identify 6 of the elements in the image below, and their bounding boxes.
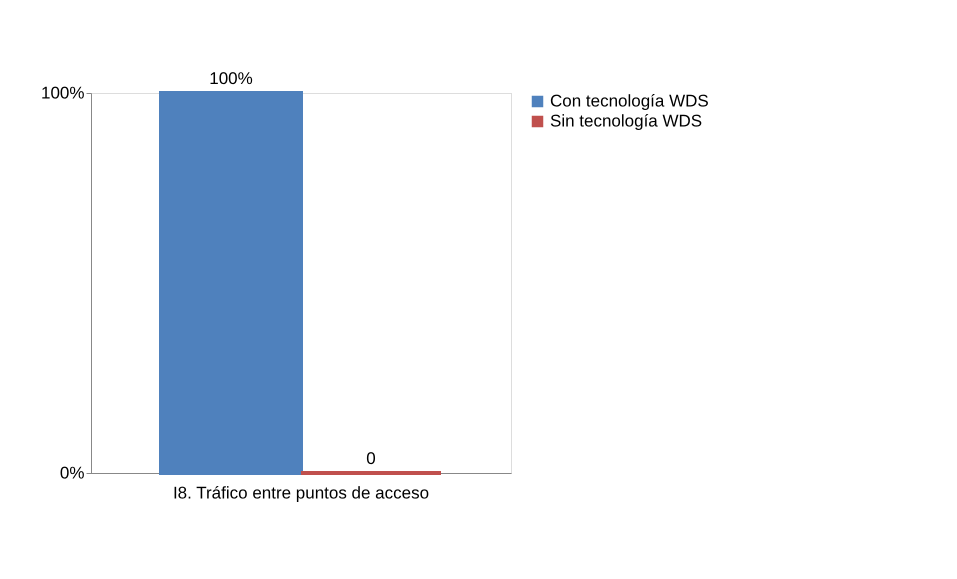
- legend-label: Con tecnología WDS: [550, 92, 709, 110]
- data-label: 100%: [209, 69, 253, 88]
- legend-label: Sin tecnología WDS: [550, 112, 702, 130]
- y-tick-label: 0%: [60, 464, 84, 482]
- data-label: 0: [366, 449, 376, 468]
- x-tick-label: I8. Tráfico entre puntos de acceso: [172, 484, 430, 502]
